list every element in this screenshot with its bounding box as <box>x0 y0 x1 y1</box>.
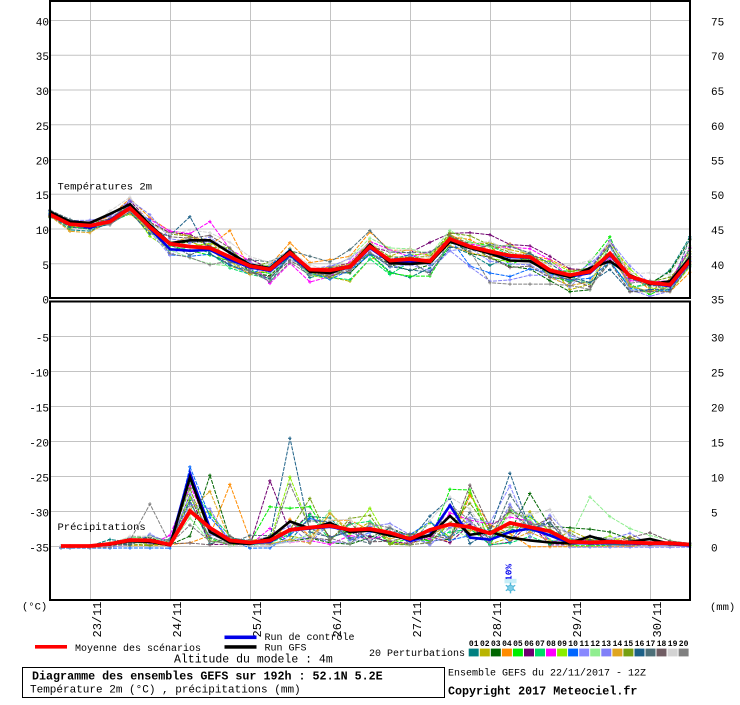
svg-text:Précipitations: Précipitations <box>58 522 146 534</box>
svg-text:Moyenne des scénarios: Moyenne des scénarios <box>75 643 201 655</box>
svg-text:05: 05 <box>513 640 523 649</box>
svg-text:50: 50 <box>711 191 724 203</box>
svg-text:13: 13 <box>601 640 611 649</box>
svg-text:30/11: 30/11 <box>651 601 665 637</box>
svg-text:14: 14 <box>613 640 623 649</box>
svg-text:-30: -30 <box>29 509 49 521</box>
svg-text:55: 55 <box>711 157 724 169</box>
svg-text:16: 16 <box>635 640 645 649</box>
svg-text:10: 10 <box>36 226 49 238</box>
svg-text:Run GFS: Run GFS <box>265 643 307 654</box>
svg-text:03: 03 <box>491 640 501 649</box>
svg-text:15: 15 <box>624 640 634 649</box>
svg-text:(°C): (°C) <box>22 602 47 614</box>
svg-text:Diagramme des ensembles GEFS s: Diagramme des ensembles GEFS sur 192h : … <box>32 670 383 684</box>
svg-text:09: 09 <box>557 640 567 649</box>
svg-text:75: 75 <box>711 18 724 30</box>
svg-text:Températures 2m: Températures 2m <box>58 182 153 194</box>
svg-text:30: 30 <box>36 87 49 99</box>
svg-text:-25: -25 <box>29 474 49 486</box>
svg-text:20: 20 <box>36 157 49 169</box>
svg-text:60: 60 <box>711 122 724 134</box>
svg-text:5: 5 <box>42 261 49 273</box>
svg-text:45: 45 <box>711 226 724 238</box>
svg-text:25: 25 <box>36 122 49 134</box>
svg-text:70: 70 <box>711 52 724 64</box>
svg-text:15: 15 <box>36 191 49 203</box>
svg-text:06: 06 <box>524 640 534 649</box>
svg-text:23/11: 23/11 <box>91 601 105 637</box>
svg-text:26/11: 26/11 <box>331 601 345 637</box>
svg-text:Ensemble GEFS du 22/11/2017 -: Ensemble GEFS du 22/11/2017 - 12Z <box>448 668 646 680</box>
svg-text:15: 15 <box>711 439 724 451</box>
svg-text:0: 0 <box>42 296 49 308</box>
svg-text:25: 25 <box>711 369 724 381</box>
svg-text:-5: -5 <box>36 334 49 346</box>
svg-text:17: 17 <box>646 640 656 649</box>
svg-text:35: 35 <box>711 296 724 308</box>
svg-text:0: 0 <box>711 544 718 556</box>
svg-text:27/11: 27/11 <box>411 601 425 637</box>
svg-text:40: 40 <box>711 261 724 273</box>
svg-text:24/11: 24/11 <box>171 601 185 637</box>
svg-text:-10: -10 <box>29 369 49 381</box>
svg-text:Copyright 2017 Meteociel.fr: Copyright 2017 Meteociel.fr <box>448 685 637 699</box>
svg-text:02: 02 <box>480 640 490 649</box>
svg-text:-35: -35 <box>29 544 49 556</box>
svg-text:10%: 10% <box>504 564 515 581</box>
svg-text:Altitude du modele : 4m: Altitude du modele : 4m <box>174 653 333 666</box>
svg-text:30: 30 <box>711 334 724 346</box>
svg-text:-20: -20 <box>29 439 49 451</box>
svg-text:20: 20 <box>679 640 689 649</box>
svg-text:Température 2m (°C) , précipit: Température 2m (°C) , précipitations (mm… <box>30 685 301 697</box>
svg-text:35: 35 <box>36 52 49 64</box>
svg-text:Run de contrôle: Run de contrôle <box>265 632 355 644</box>
svg-text:01: 01 <box>469 640 479 649</box>
svg-text:20 Perturbations: 20 Perturbations <box>369 648 465 660</box>
svg-text:18: 18 <box>657 640 667 649</box>
svg-text:11: 11 <box>579 640 589 649</box>
svg-text:-15: -15 <box>29 404 49 416</box>
svg-text:(mm): (mm) <box>710 602 735 614</box>
svg-text:07: 07 <box>535 640 545 649</box>
svg-text:25/11: 25/11 <box>251 601 265 637</box>
svg-text:28/11: 28/11 <box>491 601 505 637</box>
svg-text:19: 19 <box>668 640 678 649</box>
svg-text:08: 08 <box>546 640 556 649</box>
svg-text:29/11: 29/11 <box>571 601 585 637</box>
svg-text:10: 10 <box>711 474 724 486</box>
svg-text:5: 5 <box>711 509 718 521</box>
svg-text:20: 20 <box>711 404 724 416</box>
svg-text:04: 04 <box>502 640 512 649</box>
svg-text:10: 10 <box>568 640 578 649</box>
svg-text:12: 12 <box>590 640 600 649</box>
svg-text:40: 40 <box>36 18 49 30</box>
svg-text:65: 65 <box>711 87 724 99</box>
